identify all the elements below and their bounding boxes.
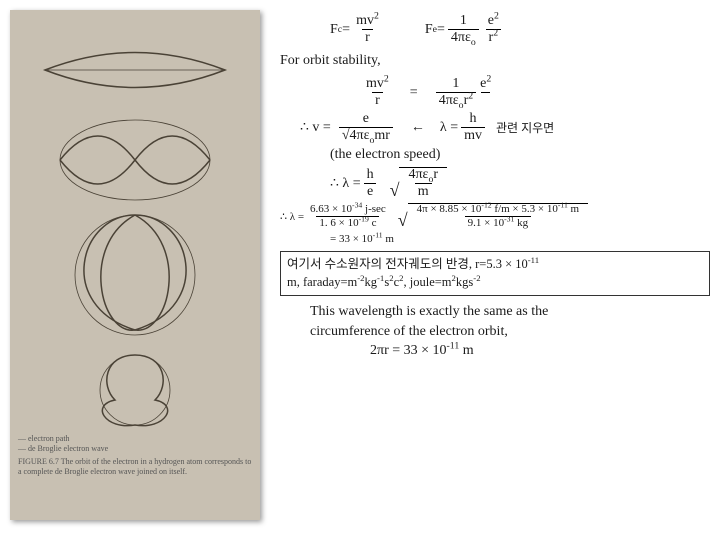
figure-caption: FIGURE 6.7 The orbit of the electron in … (18, 457, 252, 476)
eq-lambda: ∴ λ = he √ 4πεorm (330, 167, 710, 199)
stability-label: For orbit stability, (280, 53, 710, 69)
figure-panel: — electron path — de Broglie electron wa… (10, 10, 260, 520)
eq-stability: mv2r = 14πεor2 e2 (360, 77, 710, 108)
korean-box: 여기서 수소원자의 전자궤도의 반경, r=5.3 × 10-11 m, far… (280, 251, 710, 296)
conclusion: This wavelength is exactly the same as t… (310, 302, 710, 361)
eq-lambda-numeric: ∴ λ = 6.63 × 10-34 j-sec 1. 6 × 10-19 c … (280, 203, 710, 229)
arrow-icon: ← (411, 120, 425, 136)
speed-label: (the electron speed) (330, 147, 710, 163)
eq-forces: Fc = mv2r Fe = 14πεo e2 r2 (330, 14, 710, 45)
equations-panel: Fc = mv2r Fe = 14πεo e2 r2 For orbit sta… (260, 10, 710, 530)
eq-velocity: ∴ v = e √4πεomr ← λ = hmv 관련 지우면 (300, 112, 710, 143)
orbit-waves-svg (30, 20, 240, 430)
eq-lambda-result: = 33 × 10-11 m (330, 233, 710, 245)
korean-note: 관련 지우면 (496, 119, 554, 136)
figure-legend: — electron path — de Broglie electron wa… (10, 430, 260, 480)
